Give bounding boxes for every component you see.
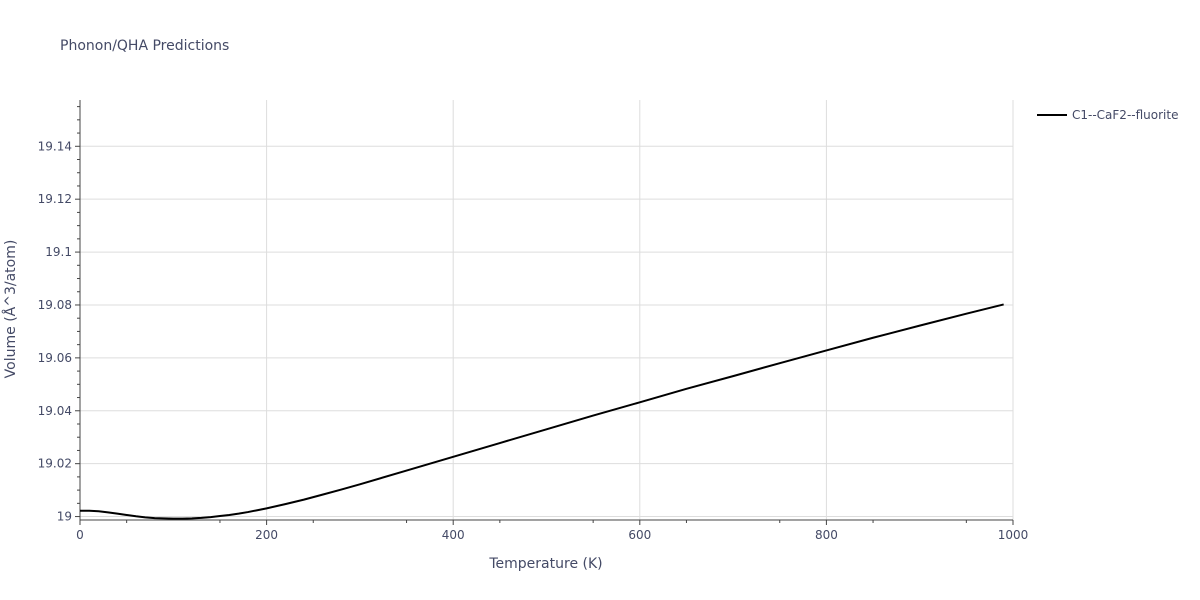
x-tick-label-600: 600 — [628, 528, 651, 542]
y-tick-label-5: 19.1 — [45, 245, 72, 259]
chart-title: Phonon/QHA Predictions — [60, 38, 229, 54]
y-axis-label: Volume (Å^3/atom) — [2, 240, 19, 379]
x-gridlines — [266, 100, 1014, 520]
legend[interactable]: C1--CaF2--fluorite — [1037, 108, 1178, 122]
x-tick-label-1000: 1000 — [998, 528, 1029, 542]
x-tick-label-800: 800 — [815, 528, 838, 542]
y-gridlines — [80, 145, 1013, 518]
series-line-c1-caf2-fluorite — [80, 303, 1004, 520]
y-tick-label-0: 19 — [57, 510, 72, 524]
x-axis-label: Temperature (K) — [488, 556, 602, 572]
x-tick-label-0: 0 — [76, 528, 84, 542]
y-tick-label-4: 19.08 — [38, 298, 72, 312]
y-tick-labels: 19 19.02 19.04 19.06 19.08 19.1 19.12 19.14 — [38, 139, 80, 524]
x-tick-labels: 0 200 400 600 800 1000 — [76, 520, 1028, 542]
y-tick-label-7: 19.14 — [38, 139, 72, 153]
x-tick-label-200: 200 — [255, 528, 278, 542]
y-tick-label-1: 19.02 — [38, 457, 72, 471]
legend-label-c1-caf2-fluorite: C1--CaF2--fluorite — [1072, 108, 1178, 122]
y-tick-label-2: 19.04 — [38, 404, 72, 418]
x-tick-label-400: 400 — [442, 528, 465, 542]
minor-ticks — [77, 106, 967, 523]
y-tick-label-3: 19.06 — [38, 351, 72, 365]
y-tick-label-6: 19.12 — [38, 192, 72, 206]
series-layer — [80, 303, 1004, 520]
